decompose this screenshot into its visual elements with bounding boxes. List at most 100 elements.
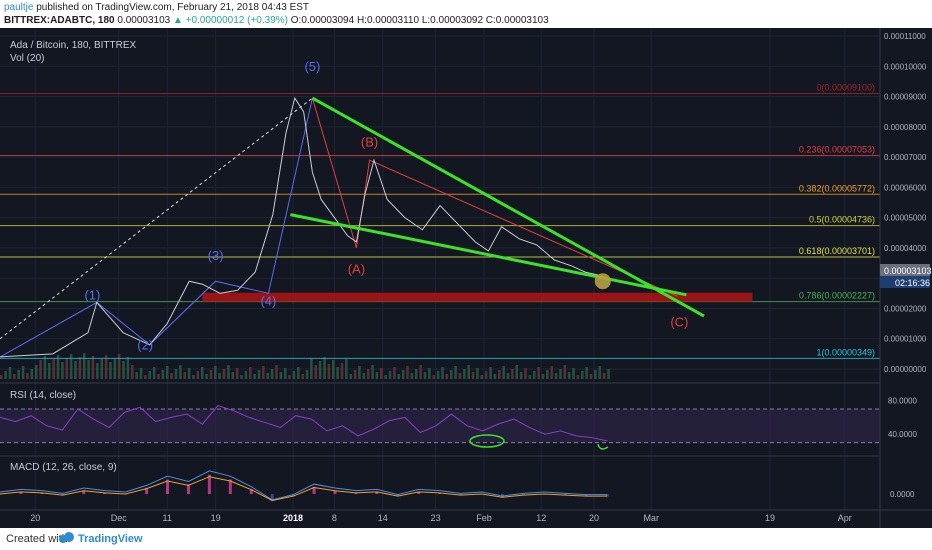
volume-bar (467, 365, 470, 379)
volume-bar (231, 372, 235, 379)
volume-bar (423, 372, 427, 379)
volume-bar (30, 369, 34, 379)
volume-bar (323, 357, 326, 379)
fib-label: 0.5(0.00004736) (809, 215, 875, 225)
volume-bar (17, 370, 20, 379)
volume-bar (502, 366, 505, 379)
macd-bar (249, 489, 253, 494)
volume-bar (463, 369, 466, 379)
volume-bar (401, 370, 405, 379)
rsi-tick-label: 80.0000 (888, 397, 917, 406)
volume-bar (91, 356, 95, 379)
volume-bar (305, 370, 309, 379)
macd-bar (584, 494, 588, 497)
macd-bar (145, 488, 149, 494)
upper-trendline[interactable] (311, 96, 705, 318)
volume-bar (594, 370, 597, 379)
lower-trendline[interactable] (290, 213, 687, 297)
volume-bar (39, 360, 42, 379)
macd-bar (166, 479, 170, 494)
y-tick-label: 0.00011000 (884, 32, 926, 41)
volume-bar (109, 362, 112, 379)
time-axis[interactable]: 20 Dec 11 19 2018 8 14 23 Feb 12 20 Mar 19 Apr (30, 513, 852, 523)
x-tick-label: Dec (111, 513, 128, 523)
volume-bar (283, 368, 287, 379)
rsi-line (0, 405, 608, 442)
volume-bar (222, 369, 226, 379)
price-tag-box (880, 264, 930, 276)
volume-bar (476, 368, 479, 379)
volume-bar (205, 374, 208, 379)
volume-bar (371, 365, 374, 379)
volume-bar (69, 354, 73, 379)
volume-bars (0, 353, 610, 379)
wave-blue-line (0, 97, 313, 358)
volume-bar (100, 359, 103, 379)
volume-bar (397, 374, 401, 379)
fib-label: 0(0.00009100) (816, 83, 875, 93)
volume-bar (602, 373, 606, 379)
wave-label-red: (C) (670, 315, 688, 330)
volume-bar (240, 375, 243, 379)
publish-line: paultje published on TradingView.com, Fe… (4, 2, 309, 13)
y-tick-label: 0.00005000 (884, 214, 927, 223)
volume-bar (214, 366, 217, 379)
macd-tick-label: 0.0000 (890, 490, 915, 499)
x-tick-label: 14 (378, 513, 388, 523)
macd-bar (291, 494, 295, 497)
rsi-band (0, 409, 880, 443)
volume-bar (8, 367, 12, 379)
volume-bar (131, 365, 134, 379)
volume-bar (56, 355, 60, 379)
volume-bar (598, 366, 601, 379)
fib-label: 0.382(0.00005772) (799, 183, 875, 193)
volume-bar (249, 367, 252, 379)
volume-bar (26, 373, 29, 379)
y-tick-label: 0.00004000 (884, 244, 927, 253)
x-tick-label: 20 (30, 513, 40, 523)
support-zone[interactable] (202, 292, 753, 302)
macd-bar (19, 491, 23, 494)
macd-bar (186, 484, 190, 494)
volume-bar (449, 370, 453, 379)
volume-bar (13, 374, 16, 379)
fib-label: 1(0.00000349) (816, 347, 875, 357)
volume-bar (34, 365, 38, 379)
volume-bar (511, 369, 514, 379)
publish-text: published on TradingView.com, February 2… (36, 2, 310, 13)
volume-bar (336, 367, 339, 379)
created-with-label: Created with (6, 533, 68, 545)
volume-bar (362, 373, 366, 379)
rsi-highlight-ellipse (469, 434, 505, 448)
volume-bar (288, 375, 291, 379)
y-tick-label: 0.00010000 (884, 62, 927, 71)
wave-label-red: (B) (361, 134, 378, 149)
volume-bar (567, 372, 571, 379)
y-tick-label: 0.00008000 (884, 123, 927, 132)
pair-legend: Ada / Bitcoin, 180, BITTREX (10, 40, 136, 51)
volume-bar (200, 367, 204, 379)
volume-legend: Vol (20) (10, 53, 44, 64)
volume-bar (152, 367, 156, 379)
volume-bar (292, 371, 296, 379)
volume-bar (117, 354, 121, 379)
volume-bar (327, 364, 331, 379)
volume-bar (471, 372, 475, 379)
volume-bar (96, 363, 99, 379)
volume-bar (480, 375, 484, 379)
volume-bar (253, 374, 256, 379)
x-tick-label: 23 (431, 513, 441, 523)
wave-label-blue: (1) (84, 287, 100, 302)
volume-bar (61, 362, 64, 379)
volume-bar (157, 374, 160, 379)
wave-label-blue: (5) (304, 59, 320, 74)
y-tick-label: 0.00006000 (884, 183, 927, 192)
ohlc-line: BITTREX:ADABTC, 180 0.00003103 ▲ +0.0000… (4, 15, 549, 26)
chart-canvas[interactable]: 1(0.00000349) 0.786(0.00002227) 0.618(0.00… (0, 28, 932, 528)
volume-bar (380, 368, 383, 379)
volume-bar (192, 375, 195, 379)
volume-bar (493, 374, 497, 379)
wave-label-red: (A) (348, 262, 365, 277)
author-name[interactable]: paultje (4, 2, 34, 13)
tradingview-brand[interactable]: TradingView (78, 533, 143, 545)
